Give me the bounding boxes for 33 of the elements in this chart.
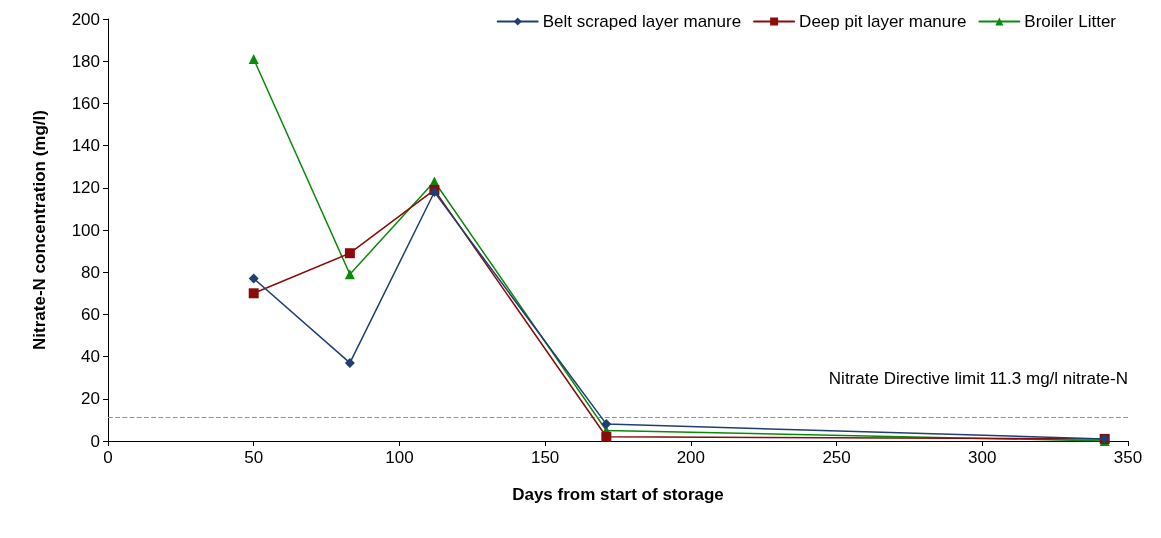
x-tick-label: 100 — [385, 448, 414, 467]
y-tick-label: 140 — [71, 136, 100, 156]
point — [344, 357, 355, 368]
y-tick-label: 20 — [81, 389, 100, 409]
point — [344, 248, 355, 259]
point — [248, 273, 259, 284]
point — [248, 288, 259, 299]
x-tick-label: 300 — [968, 448, 997, 467]
legend-label: Deep pit layer manure — [799, 12, 967, 31]
point — [601, 419, 612, 430]
x-tick-label: 50 — [244, 448, 264, 467]
point — [344, 269, 355, 280]
y-axis-title: Nitrate-N concentration (mg/l) — [30, 110, 49, 350]
y-tick-label: 60 — [81, 304, 100, 324]
x-tick-label: 200 — [676, 448, 706, 467]
ref-line-label: Nitrate Directive limit 11.3 mg/l nitrate-N — [828, 369, 1128, 389]
legend-label: Belt scraped layer manure — [542, 12, 742, 31]
y-tick-label: 120 — [71, 178, 100, 198]
y-tick-label: 80 — [81, 262, 100, 282]
x-axis-title: Days from start of storage — [512, 485, 724, 504]
x-tick-label: 0 — [103, 448, 113, 467]
legend-label: Broiler Litter — [1024, 12, 1117, 31]
point — [248, 54, 259, 65]
x-tick-label: 350 — [1113, 448, 1143, 467]
y-tick-label: 0 — [90, 431, 100, 451]
y-tick-label: 100 — [71, 220, 100, 240]
y-tick-label: 180 — [71, 51, 100, 71]
point — [601, 431, 612, 442]
x-tick-label: 150 — [530, 448, 560, 467]
x-tick-label: 250 — [822, 448, 851, 467]
y-tick-label: 200 — [71, 9, 100, 29]
y-tick-label: 160 — [71, 93, 100, 113]
y-tick-label: 40 — [81, 347, 100, 367]
